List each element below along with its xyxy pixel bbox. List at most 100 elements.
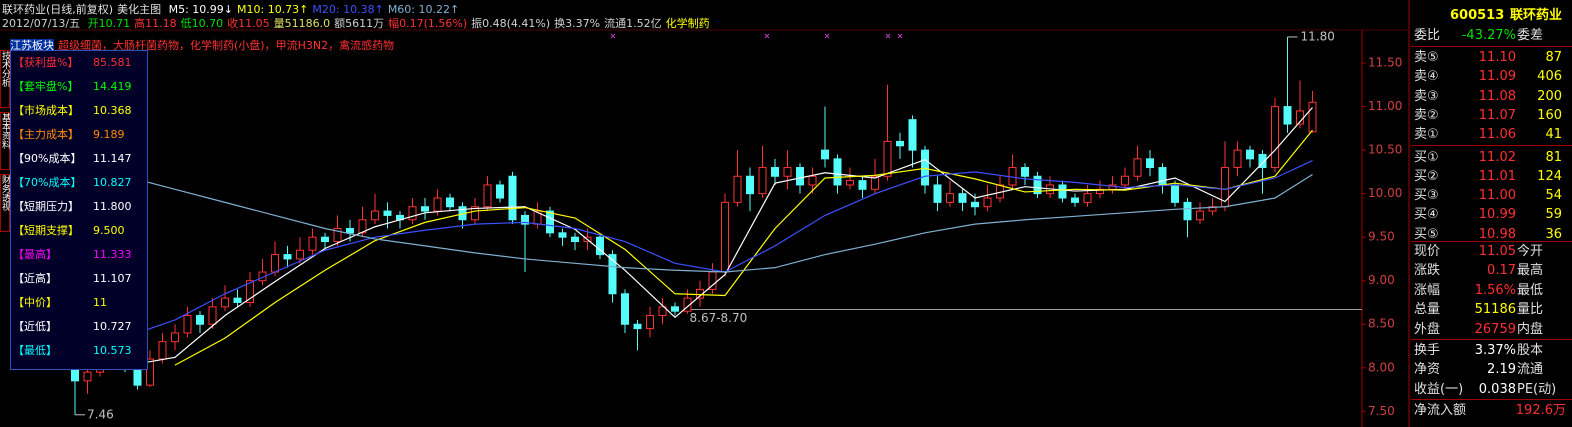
view-name: 美化主图 (117, 3, 162, 16)
candle-body (858, 180, 867, 190)
book-row: 卖③ 11.08 200 (1414, 87, 1572, 106)
stat-row: 收益(一) 0.038 PE(动) (1414, 380, 1572, 399)
chip-row: 【主力成本】 9.189 (11, 123, 147, 147)
chip-value: 11.800 (93, 200, 132, 213)
chip-value: 10.368 (93, 104, 132, 117)
candle-body (733, 175, 742, 203)
candle-body (371, 210, 379, 221)
side-tab: 基本资料 (0, 112, 10, 170)
stat-value: 26759 (1474, 321, 1516, 337)
chip-value: 14.419 (93, 80, 132, 93)
stat-label: 换手 (1414, 343, 1441, 358)
stat-row: 换手 3.37% 股本 (1414, 341, 1572, 360)
quote-panel: 600513 联环药业 委比 -43.27% 委差 卖⑤ 11.10 87 卖④ 11.09 4… (1411, 0, 1572, 427)
candle-body (1171, 184, 1179, 203)
book-row: 买③ 11.00 54 (1414, 186, 1572, 205)
quote-item: 收11.05 (227, 17, 270, 30)
stat-label: 内盘 (1517, 321, 1544, 337)
book-volume: 406 (1537, 69, 1562, 85)
book-price: 11.07 (1478, 107, 1516, 123)
candle-body (1183, 201, 1192, 221)
book-price: 11.09 (1478, 69, 1516, 85)
candle-body (471, 206, 479, 221)
chip-row: 【最高】 11.333 (11, 243, 147, 267)
chip-label: 【70%成本】 (13, 176, 82, 189)
stat-value: 1.56% (1474, 282, 1516, 298)
candle-body (183, 315, 192, 334)
candle-body (208, 306, 217, 325)
ma-line (124, 174, 1313, 273)
stat-label: 总量 (1414, 302, 1441, 318)
book-volume: 36 (1545, 226, 1562, 242)
book-label: 买① (1414, 149, 1439, 165)
candle-body (921, 149, 929, 186)
board: 江苏板块 (10, 39, 54, 52)
candle-body (133, 367, 142, 386)
stat-label: 量比 (1517, 302, 1544, 318)
candle-body (483, 184, 492, 208)
book-label: 买⑤ (1414, 226, 1439, 242)
candle-body (83, 371, 92, 382)
stat-label: 股本 (1517, 343, 1544, 358)
stat-label: 净流入额 (1414, 403, 1467, 419)
candle-body (1146, 158, 1154, 169)
stat-label: 今开 (1517, 244, 1544, 259)
chip-label: 【市场成本】 (13, 104, 79, 117)
book-label: 卖③ (1414, 88, 1439, 104)
high-label: 11.80 (1301, 29, 1335, 43)
stat-value: 0.17 (1487, 263, 1516, 279)
chip-row: 【市场成本】 10.368 (11, 99, 147, 123)
chip-panel: 【获利盘%】 85.581 【套牢盘%】 14.419 【市场成本】 10.368 【主力成… (10, 50, 148, 370)
book-row: 卖⑤ 11.10 87 (1414, 48, 1572, 67)
candle-body (558, 232, 567, 238)
book-label: 买② (1414, 168, 1439, 184)
stat-value: 192.6万 (1515, 403, 1566, 419)
candle-body (1133, 158, 1142, 177)
book-label: 卖⑤ (1414, 50, 1439, 65)
quote-line: 2012/07/13/五 开10.71 高11.18 低10.70 收11.05 量51… (2, 15, 714, 31)
y-tick-label: 11.00 (1368, 99, 1402, 113)
candle-body (146, 358, 154, 386)
candle-body (971, 201, 979, 208)
candle-body (808, 175, 817, 186)
quote-item: 开10.71 (87, 17, 131, 30)
chip-label: 【主力成本】 (13, 128, 79, 141)
candle-body (1283, 106, 1292, 125)
book-price: 11.02 (1478, 149, 1516, 165)
candle-body (433, 197, 442, 212)
quote-item: 额5611万 (334, 17, 385, 30)
separator (1411, 241, 1572, 242)
book-label: 卖④ (1414, 69, 1439, 85)
stat-row: 现价 11.05 今开 (1414, 242, 1572, 261)
book-price: 11.00 (1478, 188, 1516, 204)
candle-body (1033, 175, 1042, 195)
separator (1411, 339, 1572, 340)
candle-body (496, 184, 504, 199)
candle-body (571, 236, 579, 243)
y-tick-label: 11.50 (1368, 56, 1402, 70)
candle-body (1121, 175, 1129, 186)
book-volume: 59 (1545, 207, 1562, 223)
ratio-row: 委比 -43.27% 委差 (1414, 26, 1572, 45)
chip-label: 【最高】 (13, 248, 57, 261)
book-volume: 54 (1545, 188, 1562, 204)
candle-body (1308, 101, 1317, 133)
candle-body (883, 140, 892, 177)
stat-label: 最高 (1517, 263, 1544, 279)
quote-item: 换3.37% (554, 17, 601, 30)
candle-body (296, 249, 304, 260)
chip-label: 【近低】 (13, 320, 57, 333)
book-row: 卖② 11.07 160 (1414, 106, 1572, 125)
ma-line (124, 107, 1313, 367)
stat-label: 收益(一) (1414, 381, 1464, 397)
candle-body (771, 167, 779, 177)
book-row: 买⑤ 10.98 36 (1414, 225, 1572, 244)
candle-body (621, 293, 629, 325)
candle-body (1258, 153, 1267, 169)
book-label: 卖① (1414, 127, 1439, 143)
candle-body (1233, 149, 1242, 169)
chip-row: 【70%成本】 10.827 (11, 171, 147, 195)
ma-legend: M5: 10.99↓ (168, 3, 233, 16)
candle-body (221, 297, 229, 308)
